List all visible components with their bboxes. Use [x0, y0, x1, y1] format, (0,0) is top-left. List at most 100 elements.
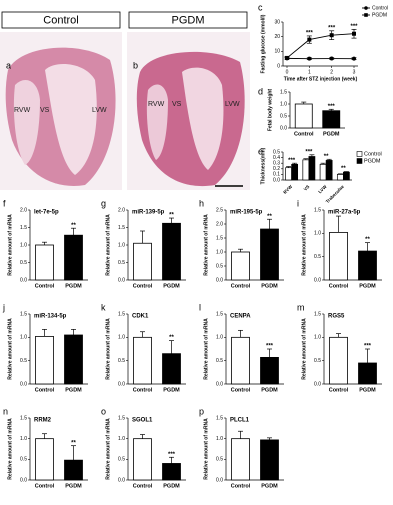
x-tick-label: PGDM	[261, 283, 278, 289]
bar	[232, 252, 250, 280]
point	[285, 56, 289, 60]
legend-label: PGDM	[372, 12, 387, 18]
y-tick-label: 0.2	[273, 166, 280, 172]
panel-header: PGDM	[172, 14, 205, 26]
y-tick-label: 1.0	[20, 436, 27, 442]
y-tick-label: 0.0	[20, 277, 27, 283]
x-tick-label: Control	[329, 283, 349, 289]
bar	[163, 223, 181, 280]
y-tick-label: 1.5	[216, 415, 223, 421]
x-tick-label: PGDM	[323, 131, 340, 137]
bar	[309, 156, 315, 180]
bar	[326, 160, 332, 180]
y-tick-label: 1.0	[20, 242, 27, 248]
bar	[36, 439, 54, 480]
significance-label: **	[267, 214, 272, 220]
panel-label: a	[6, 60, 11, 70]
chart-title: PLCL1	[230, 418, 250, 424]
panel-label: p	[199, 406, 204, 416]
chart-title: RRM2	[34, 418, 52, 424]
y-tick-label: 2.5	[216, 207, 223, 213]
legend-swatch	[357, 159, 362, 164]
significance-label: ***	[305, 149, 313, 155]
x-tick-label: PGDM	[163, 387, 180, 393]
point	[352, 32, 356, 36]
x-tick-label: PGDM	[261, 387, 278, 393]
chart-title: miR-134-5p	[34, 314, 67, 320]
significance-label: ***	[306, 31, 314, 37]
y-tick-label: 0.5	[314, 254, 321, 260]
legend-marker	[364, 13, 368, 17]
y-tick-label: 1.0	[20, 335, 27, 341]
x-tick-label: PGDM	[65, 283, 82, 289]
x-tick-label: PGDM	[65, 387, 82, 393]
chart-title: miR-195-5p	[230, 210, 263, 216]
chart-title: CDK1	[132, 314, 149, 320]
significance-label: **	[71, 223, 76, 229]
panel-label: b	[133, 60, 138, 70]
point	[307, 38, 311, 42]
panel-header: Control	[43, 14, 78, 26]
x-tick-label: Control	[35, 283, 55, 289]
panel-label: n	[3, 406, 8, 416]
y-tick-label: 0.0	[314, 381, 321, 387]
y-tick-label: 1.0	[314, 231, 321, 237]
y-tick-label: 1.5	[314, 311, 321, 317]
region-label: LVW	[225, 101, 240, 108]
y-axis-label: Relative amount of mRNA	[7, 418, 13, 480]
y-tick-label: 1.0	[216, 335, 223, 341]
x-tick-label: PGDM	[163, 483, 180, 489]
bar	[303, 160, 309, 180]
x-tick-label: PGDM	[261, 483, 278, 489]
y-tick-label: 1.0	[118, 242, 125, 248]
bar	[330, 337, 348, 384]
y-tick-label: 0.0	[118, 381, 125, 387]
region-label: VS	[40, 107, 50, 114]
y-tick-label: 10	[274, 49, 280, 55]
panel-label: j	[2, 302, 5, 312]
significance-label: ***	[328, 25, 336, 31]
significance-label: **	[324, 154, 329, 160]
point	[352, 57, 356, 61]
bar	[337, 174, 343, 180]
x-axis-label: Time after STZ injection (week)	[284, 76, 358, 82]
x-tick-label: Control	[294, 131, 314, 137]
significance-label: ***	[364, 344, 372, 350]
y-tick-label: 1.0	[280, 101, 287, 107]
y-axis-label: Relative amount of mRNA	[105, 214, 111, 276]
y-tick-label: 0.0	[118, 277, 125, 283]
panel-label: h	[199, 198, 204, 208]
legend-label: PGDM	[364, 158, 381, 164]
chart-title: SGOL1	[132, 418, 153, 424]
x-tick-label: Control	[35, 483, 55, 489]
x-tick-label: Control	[231, 483, 251, 489]
y-tick-label: 1.5	[20, 311, 27, 317]
x-tick-label: Control	[133, 387, 153, 393]
y-tick-label: 0.0	[20, 477, 27, 483]
x-tick-label: Trabeculae	[325, 184, 346, 205]
y-tick-label: 2.0	[20, 207, 27, 213]
chart-title: let-7e-5p	[34, 210, 59, 216]
y-tick-label: 0.5	[314, 358, 321, 364]
y-tick-label: 0.5	[20, 457, 27, 463]
point	[307, 57, 311, 61]
y-axis-label: Relative amount of mRNA	[301, 214, 307, 276]
bar	[295, 104, 312, 128]
x-tick-label: LVW	[317, 183, 328, 194]
chart-title: RGS5	[328, 314, 345, 320]
y-tick-label: 2.0	[118, 207, 125, 213]
y-tick-label: 0.0	[216, 381, 223, 387]
significance-label: ***	[328, 104, 336, 110]
legend-label: Control	[364, 151, 382, 157]
region-label: RVW	[148, 101, 165, 108]
y-tick-label: 0.0	[280, 125, 287, 131]
x-tick-label: Control	[133, 283, 153, 289]
panel-label: m	[297, 302, 305, 312]
panel-label: f	[3, 198, 6, 208]
y-axis-label: Relative amount of mRNA	[203, 318, 209, 380]
y-tick-label: 0.0	[273, 177, 280, 183]
significance-label: ***	[350, 24, 358, 30]
y-tick-label: 20	[274, 34, 280, 40]
point	[330, 57, 334, 61]
y-tick-label: 2.0	[216, 221, 223, 227]
